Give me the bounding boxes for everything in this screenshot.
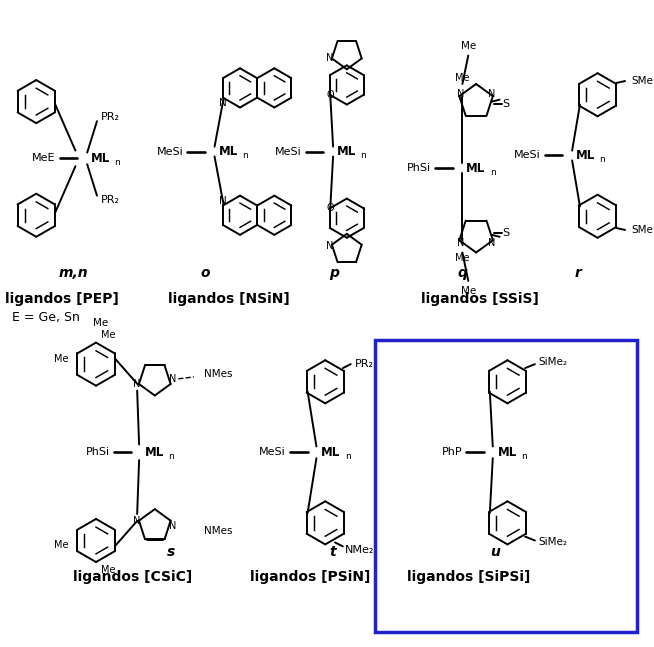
Text: n: n [360,151,366,160]
Text: MeSi: MeSi [259,447,286,457]
Text: Me: Me [455,254,470,263]
Text: ligandos [CSiC]: ligandos [CSiC] [73,570,193,584]
Text: ML: ML [466,162,485,175]
Bar [375,340,637,631]
Text: SiMe₂: SiMe₂ [539,357,568,367]
Text: N: N [488,237,496,248]
Text: NMes: NMes [204,526,232,536]
Text: PhSi: PhSi [86,447,110,457]
Text: q: q [457,266,468,280]
Text: ML: ML [91,152,111,165]
Text: r: r [575,266,581,280]
Text: N: N [456,237,464,248]
Text: Me: Me [460,41,476,50]
Text: NMes: NMes [204,369,232,379]
Text: n: n [169,452,174,461]
Text: n: n [490,168,496,177]
Text: MeSi: MeSi [514,151,541,160]
Text: PR₂: PR₂ [101,113,120,122]
Text: N: N [218,98,226,107]
Text: u: u [490,545,500,559]
Text: s: s [167,545,175,559]
Text: ligandos [SSiS]: ligandos [SSiS] [421,292,539,307]
Text: MeSi: MeSi [156,147,183,157]
Text: PR₂: PR₂ [101,195,120,204]
Text: SMe: SMe [632,76,654,86]
Text: ML: ML [218,145,237,158]
Text: N: N [456,89,464,99]
Text: N: N [488,89,496,99]
Text: N: N [133,378,141,389]
Text: o: o [201,266,211,280]
Text: SMe: SMe [632,225,654,235]
Text: MeE: MeE [32,153,56,164]
Text: ligandos [PSiN]: ligandos [PSiN] [250,570,370,584]
Text: N: N [169,521,176,531]
Text: PhP: PhP [441,447,462,457]
Text: Me: Me [54,355,69,364]
Text: E = Ge, Sn: E = Ge, Sn [12,311,80,324]
Text: ML: ML [337,145,356,158]
Text: ML: ML [321,446,341,459]
Text: Me: Me [101,565,115,575]
Text: p: p [329,266,339,280]
Text: S: S [502,228,509,238]
Text: n: n [600,155,606,164]
Text: N: N [326,241,334,250]
Text: NMe₂: NMe₂ [345,545,374,555]
Text: ML: ML [498,446,517,459]
Text: ligandos [SiPSi]: ligandos [SiPSi] [407,570,530,584]
Text: N: N [133,516,141,526]
Text: N: N [326,52,334,63]
Text: Me: Me [94,318,109,328]
Text: m,n: m,n [59,266,88,280]
Text: PhSi: PhSi [407,163,431,173]
Text: ligandos [NSiN]: ligandos [NSiN] [169,292,290,307]
Text: Me: Me [54,540,69,551]
Text: Me: Me [460,286,476,296]
Text: n: n [345,452,351,461]
Text: n: n [242,151,248,160]
Text: S: S [502,98,509,109]
Text: N: N [218,195,226,206]
Text: n: n [114,158,120,167]
Text: PR₂: PR₂ [354,359,373,369]
Text: ML: ML [145,446,164,459]
Text: t: t [330,545,336,559]
Text: n: n [521,452,527,461]
Text: O: O [326,90,334,100]
Text: ligandos [PEP]: ligandos [PEP] [5,292,119,307]
Text: ML: ML [576,149,595,162]
Text: MeSi: MeSi [275,147,301,157]
Text: N: N [169,374,176,384]
Text: O: O [326,203,334,214]
Text: Me: Me [101,330,115,340]
Text: Me: Me [455,73,470,83]
Text: SiMe₂: SiMe₂ [539,538,568,547]
